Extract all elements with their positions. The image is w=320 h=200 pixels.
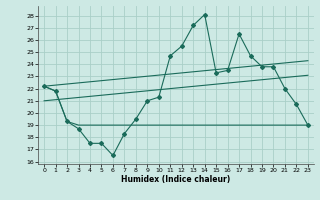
X-axis label: Humidex (Indice chaleur): Humidex (Indice chaleur)	[121, 175, 231, 184]
